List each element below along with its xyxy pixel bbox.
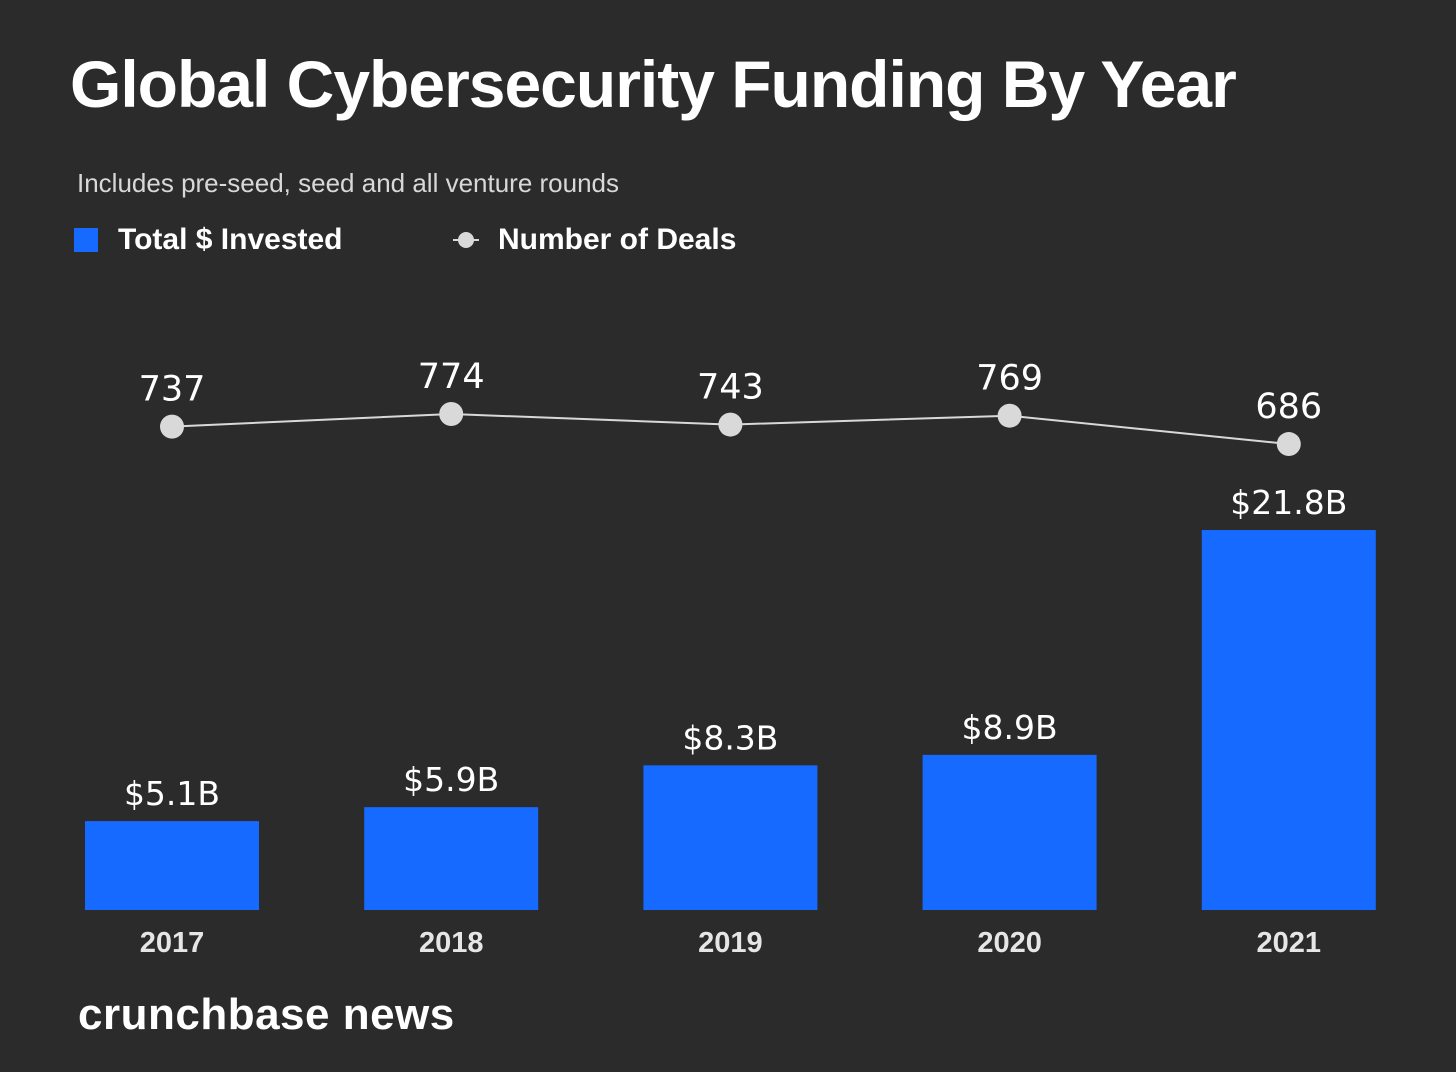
legend-swatch-bar — [74, 228, 98, 252]
x-tick-label-2020: 2020 — [977, 927, 1042, 959]
chart-title: Global Cybersecurity Funding By Year — [70, 47, 1237, 121]
deals-point-2020 — [997, 403, 1022, 428]
deals-value-label-2018: 774 — [418, 357, 485, 397]
legend-item-total-invested: Total $ Invested — [74, 222, 343, 258]
deals-value-label-2017: 737 — [139, 370, 206, 410]
bar-2020 — [922, 754, 1097, 910]
bar-value-label-2020: $8.9B — [962, 708, 1058, 747]
bar-2021 — [1201, 530, 1376, 910]
x-tick-label-2021: 2021 — [1257, 927, 1322, 959]
x-tick-label-2017: 2017 — [140, 927, 205, 959]
legend-label-number-of-deals: Number of Deals — [498, 223, 737, 256]
bar-value-label-2018: $5.9B — [403, 760, 499, 799]
bar-value-label-2021: $21.8B — [1230, 483, 1347, 522]
bar-value-label-2017: $5.1B — [124, 774, 220, 813]
bar-value-label-2019: $8.3B — [682, 718, 778, 757]
deals-value-label-2021: 686 — [1255, 387, 1322, 427]
deals-point-2019 — [718, 412, 743, 437]
legend-marker-line — [453, 232, 479, 248]
bar-2019 — [643, 765, 818, 910]
deals-point-2017 — [160, 414, 184, 439]
brand-logo: crunchbase news — [78, 990, 455, 1039]
deals-value-label-2020: 769 — [976, 359, 1043, 399]
x-tick-label-2018: 2018 — [419, 927, 484, 959]
x-tick-label-2019: 2019 — [698, 927, 763, 959]
deals-value-label-2019: 743 — [697, 368, 764, 408]
chart-subtitle: Includes pre-seed, seed and all venture … — [77, 168, 620, 198]
bar-2018 — [364, 807, 539, 910]
deals-point-2018 — [439, 402, 464, 426]
deals-point-2021 — [1276, 432, 1301, 457]
bar-2017 — [85, 821, 259, 910]
legend-label-total-invested: Total $ Invested — [118, 223, 343, 256]
legend-item-number-of-deals: Number of Deals — [452, 222, 736, 258]
